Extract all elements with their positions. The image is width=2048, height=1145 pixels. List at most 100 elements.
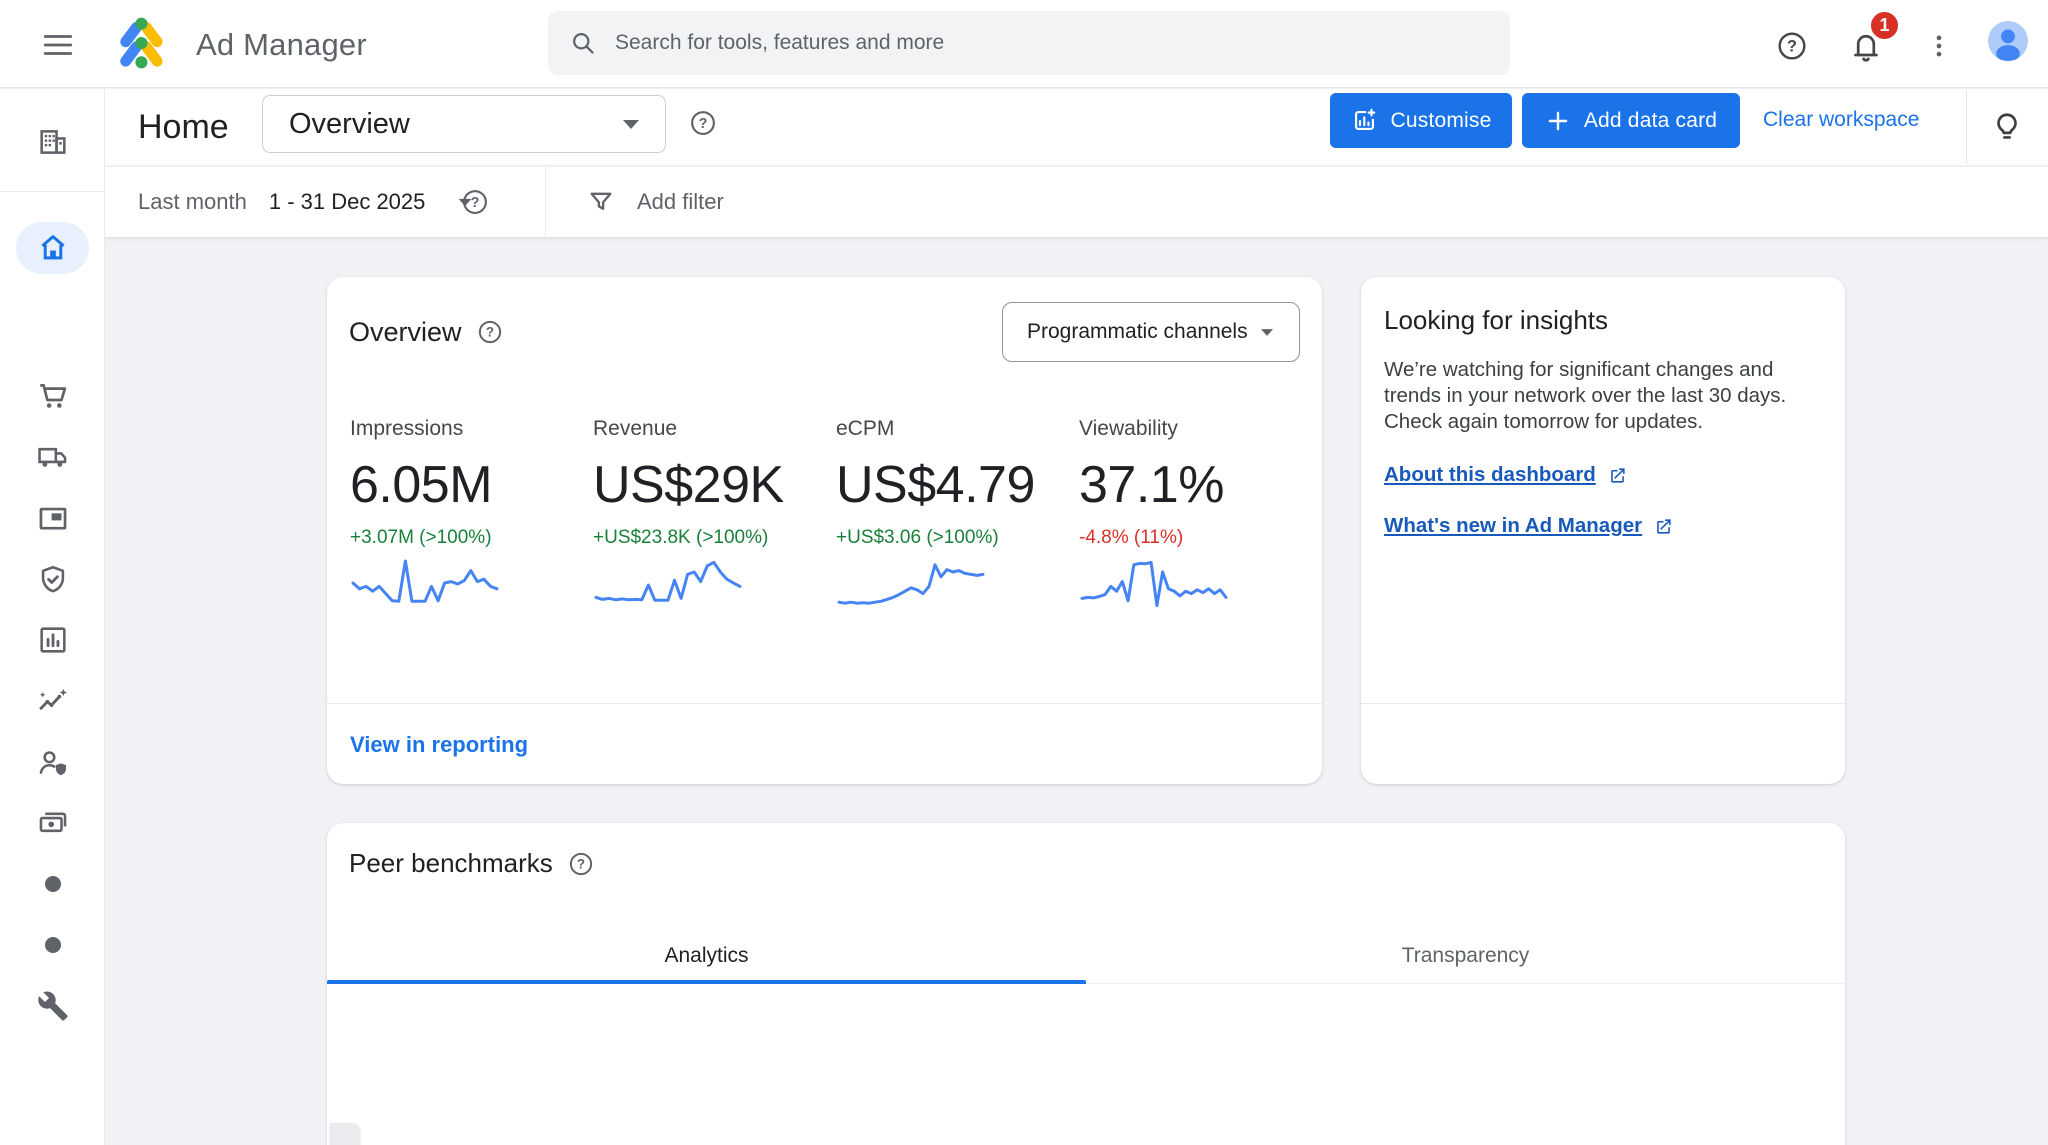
sidebar-item-reporting[interactable] bbox=[0, 614, 105, 666]
external-link-icon bbox=[1654, 517, 1673, 536]
sidebar-item-home[interactable] bbox=[0, 222, 105, 274]
help-icon[interactable]: ? bbox=[1772, 26, 1812, 66]
plus-icon bbox=[1545, 108, 1571, 134]
tab-transparency[interactable]: Transparency bbox=[1086, 928, 1845, 983]
ad-manager-app: Ad Manager ? 1 bbox=[0, 0, 2048, 1145]
bar-chart-icon bbox=[36, 623, 70, 657]
svg-text:?: ? bbox=[471, 195, 480, 211]
view-selector[interactable]: Overview bbox=[262, 95, 666, 153]
metric-value: 37.1% bbox=[1079, 455, 1322, 515]
inventory-icon bbox=[36, 502, 70, 536]
add-data-card-button[interactable]: Add data card bbox=[1522, 93, 1740, 148]
benchmarks-tabs: Analytics Transparency bbox=[327, 928, 1845, 984]
overview-help-icon[interactable]: ? bbox=[476, 318, 504, 346]
customise-button[interactable]: Customise bbox=[1330, 93, 1512, 148]
menu-icon[interactable] bbox=[36, 28, 80, 62]
shield-check-icon bbox=[36, 563, 70, 597]
sparkline-chart bbox=[836, 557, 986, 611]
avatar[interactable] bbox=[1988, 21, 2028, 61]
metric-label: Impressions bbox=[350, 417, 593, 441]
toolbar-divider bbox=[1966, 90, 1967, 164]
filter-funnel-icon bbox=[587, 188, 615, 216]
more-options-icon[interactable] bbox=[1919, 26, 1959, 66]
cart-icon bbox=[36, 379, 70, 413]
workspace-toolbar: Home Overview ? Customise Add data card … bbox=[105, 89, 2048, 166]
page-title: Home bbox=[138, 108, 229, 147]
channel-selector[interactable]: Programmatic channels bbox=[1002, 302, 1300, 362]
sidebar-item-company[interactable] bbox=[0, 116, 105, 168]
about-dashboard-link[interactable]: About this dashboard bbox=[1384, 463, 1627, 487]
metric-value: 6.05M bbox=[350, 455, 593, 515]
dot-icon bbox=[43, 935, 63, 955]
metric-viewability: Viewability 37.1% -4.8% (11%) bbox=[1079, 417, 1322, 611]
add-data-card-label: Add data card bbox=[1584, 109, 1717, 133]
whats-new-link[interactable]: What's new in Ad Manager bbox=[1384, 514, 1673, 538]
view-in-reporting-link[interactable]: View in reporting bbox=[350, 732, 528, 758]
link-label: What's new in Ad Manager bbox=[1384, 514, 1642, 538]
sidebar-item-billing[interactable] bbox=[0, 797, 105, 849]
svg-text:?: ? bbox=[577, 856, 585, 871]
date-range-selector[interactable]: Last month 1 - 31 Dec 2025 bbox=[138, 167, 473, 237]
metric-label: Revenue bbox=[593, 417, 836, 441]
channel-selector-value: Programmatic channels bbox=[1027, 320, 1248, 344]
metric-label: eCPM bbox=[836, 417, 1079, 441]
chevron-down-icon bbox=[623, 120, 639, 129]
metrics-row: Impressions 6.05M +3.07M (>100%) Revenue… bbox=[350, 417, 1322, 611]
metric-ecpm: eCPM US$4.79 +US$3.06 (>100%) bbox=[836, 417, 1079, 611]
insights-body: We’re watching for significant changes a… bbox=[1384, 357, 1824, 436]
view-selector-value: Overview bbox=[289, 108, 410, 141]
sidebar-item-b[interactable] bbox=[0, 919, 105, 971]
metric-delta: +US$3.06 (>100%) bbox=[836, 527, 1079, 549]
customise-chart-icon bbox=[1351, 107, 1378, 134]
date-range-value: 1 - 31 Dec 2025 bbox=[269, 189, 426, 215]
truck-icon bbox=[36, 440, 70, 474]
customise-label: Customise bbox=[1391, 109, 1492, 133]
wrench-icon bbox=[37, 990, 69, 1022]
filter-bar: Last month 1 - 31 Dec 2025 ? Add filter bbox=[105, 167, 2048, 238]
topbar: Ad Manager ? 1 bbox=[0, 0, 2048, 88]
sidebar-item-delivery-truck[interactable] bbox=[0, 431, 105, 483]
add-filter-label: Add filter bbox=[637, 189, 724, 215]
sparkline-chart bbox=[593, 557, 743, 611]
view-help-icon[interactable]: ? bbox=[688, 108, 718, 138]
notification-badge[interactable]: 1 bbox=[1869, 10, 1900, 41]
chevron-down-icon bbox=[1261, 329, 1273, 336]
metric-label: Viewability bbox=[1079, 417, 1322, 441]
metric-value: US$29K bbox=[593, 455, 836, 515]
insights-card-title: Looking for insights bbox=[1384, 305, 1608, 336]
sidebar bbox=[0, 89, 105, 1145]
metric-delta: +3.07M (>100%) bbox=[350, 527, 593, 549]
card-corner-fragment bbox=[330, 1123, 360, 1145]
sidebar-item-admin-tools[interactable] bbox=[0, 980, 105, 1032]
search-input[interactable] bbox=[615, 31, 1475, 55]
overview-card: Overview ? Programmatic channels Impress… bbox=[327, 277, 1322, 784]
metric-value: US$4.79 bbox=[836, 455, 1079, 515]
search-icon bbox=[570, 30, 597, 57]
sidebar-item-privacy[interactable] bbox=[0, 737, 105, 789]
ad-manager-logo-icon[interactable] bbox=[110, 14, 168, 72]
metric-delta: -4.8% (11%) bbox=[1079, 527, 1322, 549]
sidebar-item-inventory[interactable] bbox=[0, 493, 105, 545]
sparkline-chart bbox=[1079, 557, 1229, 611]
sidebar-item-a[interactable] bbox=[0, 858, 105, 910]
benchmarks-card-title: Peer benchmarks bbox=[349, 848, 553, 879]
sidebar-item-insights[interactable] bbox=[0, 676, 105, 728]
date-range-help-icon[interactable]: ? bbox=[460, 187, 490, 217]
search-bar[interactable] bbox=[548, 11, 1510, 75]
sidebar-item-protections[interactable] bbox=[0, 554, 105, 606]
clear-workspace-link[interactable]: Clear workspace bbox=[1763, 108, 1919, 132]
add-filter-button[interactable]: Add filter bbox=[573, 167, 738, 237]
link-label: About this dashboard bbox=[1384, 463, 1596, 487]
sparkline-chart bbox=[350, 557, 500, 611]
product-name: Ad Manager bbox=[196, 27, 367, 63]
peer-benchmarks-card: Peer benchmarks ? Analytics Transparency bbox=[327, 823, 1845, 1145]
lightbulb-icon[interactable] bbox=[1985, 105, 2029, 149]
tab-analytics[interactable]: Analytics bbox=[327, 928, 1086, 983]
sidebar-divider bbox=[0, 191, 105, 192]
external-link-icon bbox=[1608, 466, 1627, 485]
svg-text:?: ? bbox=[485, 325, 493, 340]
insights-icon bbox=[36, 685, 70, 719]
home-icon bbox=[36, 231, 70, 265]
sidebar-item-delivery-cart[interactable] bbox=[0, 370, 105, 422]
benchmarks-help-icon[interactable]: ? bbox=[567, 850, 595, 878]
